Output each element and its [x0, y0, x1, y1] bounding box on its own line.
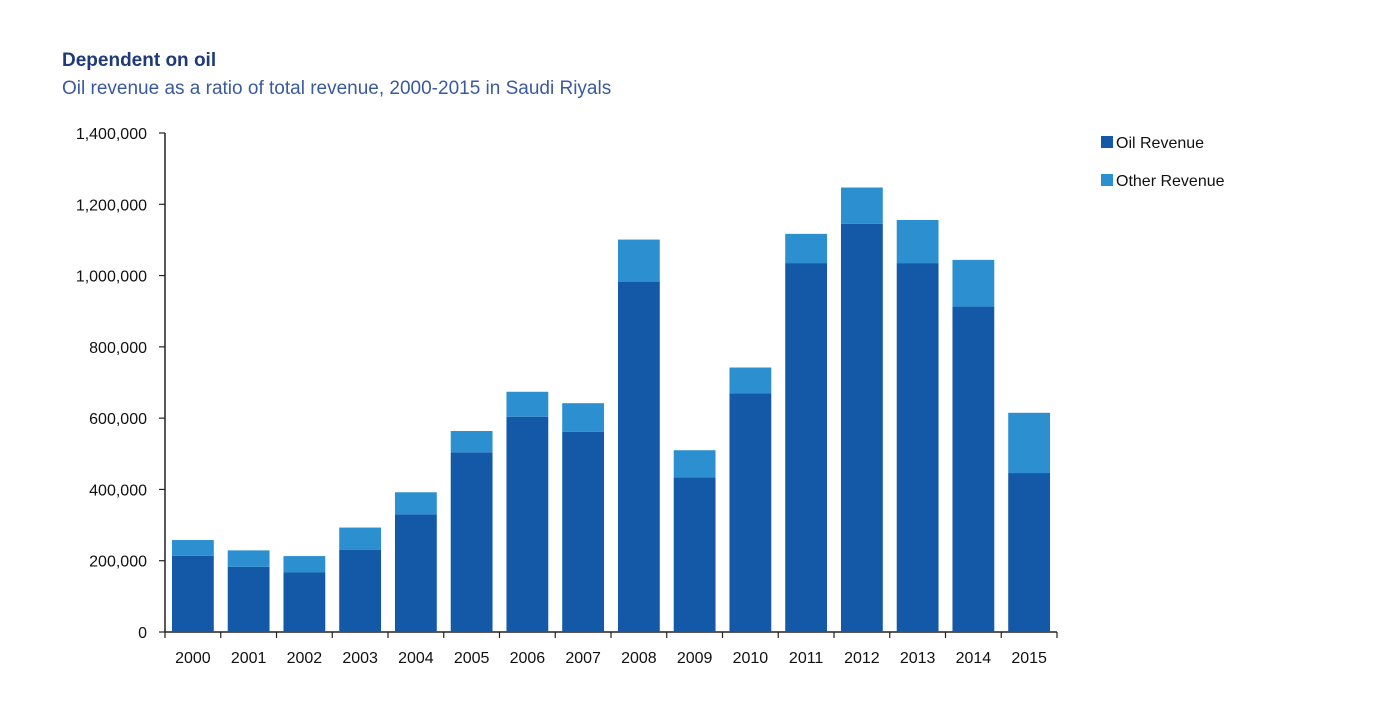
bar-oil-revenue: [1008, 473, 1051, 632]
x-tick-label: 2010: [733, 650, 769, 667]
bar-other-revenue: [450, 430, 493, 453]
bar-other-revenue: [339, 527, 382, 550]
x-tick-label: 2003: [342, 650, 378, 667]
legend-swatch: [1101, 136, 1113, 148]
bar-other-revenue: [617, 239, 660, 282]
bar-oil-revenue: [952, 306, 995, 632]
bar-oil-revenue: [840, 223, 883, 632]
bar-oil-revenue: [171, 555, 214, 632]
legend-swatch: [1101, 174, 1113, 186]
legend: Oil Revenue Other Revenue: [1101, 135, 1225, 190]
bar-other-revenue: [283, 556, 326, 573]
x-tick-label: 2011: [789, 650, 824, 667]
bar-oil-revenue: [896, 263, 939, 632]
bars: [171, 187, 1051, 632]
bar-oil-revenue: [394, 514, 437, 632]
x-tick-label: 2002: [287, 650, 323, 667]
x-tick-label: 2004: [398, 650, 434, 667]
x-tick-label: 2005: [454, 650, 490, 667]
y-tick-label: 1,400,000: [76, 126, 147, 143]
y-axis: 0 200,000 400,000 600,000 800,000 1,000,000 1,…: [76, 126, 166, 642]
x-tick-label: 2001: [231, 650, 267, 667]
x-tick-label: 2013: [900, 650, 936, 667]
bar-oil-revenue: [673, 477, 716, 632]
x-tick-label: 2008: [621, 650, 657, 667]
x-tick-label: 2006: [510, 650, 546, 667]
chart-title: Dependent on oil: [62, 50, 217, 71]
bar-other-revenue: [227, 550, 270, 567]
y-tick-label: 1,000,000: [76, 269, 147, 286]
bar-other-revenue: [785, 233, 828, 264]
bar-other-revenue: [840, 187, 883, 224]
bar-oil-revenue: [339, 549, 382, 632]
bar-oil-revenue: [506, 416, 549, 632]
y-tick-label: 0: [138, 625, 147, 642]
bar-oil-revenue: [562, 431, 605, 632]
bar-other-revenue: [896, 219, 939, 264]
x-tick-label: 2007: [565, 650, 601, 667]
bar-oil-revenue: [617, 281, 660, 632]
x-tick-label: 2015: [1011, 650, 1047, 667]
x-tick-label: 2000: [175, 650, 211, 667]
bar-oil-revenue: [283, 572, 326, 632]
bar-other-revenue: [1008, 412, 1051, 474]
legend-label: Other Revenue: [1116, 173, 1225, 190]
bar-oil-revenue: [450, 452, 493, 632]
bar-other-revenue: [171, 540, 214, 556]
y-tick-label: 400,000: [89, 482, 147, 499]
bar-other-revenue: [673, 450, 716, 478]
bar-other-revenue: [562, 403, 605, 432]
y-tick-label: 200,000: [89, 554, 147, 571]
chart-subtitle: Oil revenue as a ratio of total revenue,…: [62, 78, 612, 99]
x-tick-label: 2014: [956, 650, 992, 667]
y-tick-label: 600,000: [89, 411, 147, 428]
y-tick-label: 1,200,000: [76, 197, 147, 214]
bar-oil-revenue: [785, 263, 828, 632]
bar-other-revenue: [952, 259, 995, 307]
legend-label: Oil Revenue: [1116, 135, 1204, 152]
bar-other-revenue: [506, 391, 549, 417]
y-tick-label: 800,000: [89, 340, 147, 357]
bar-oil-revenue: [227, 566, 270, 632]
x-axis: 2000 2001 2002 2003 2004 2005 2006 2007 2008 2009…: [164, 631, 1058, 667]
bar-other-revenue: [729, 367, 772, 394]
x-tick-label: 2009: [677, 650, 713, 667]
x-tick-label: 2012: [844, 650, 880, 667]
bar-other-revenue: [394, 492, 437, 515]
bar-oil-revenue: [729, 393, 772, 632]
